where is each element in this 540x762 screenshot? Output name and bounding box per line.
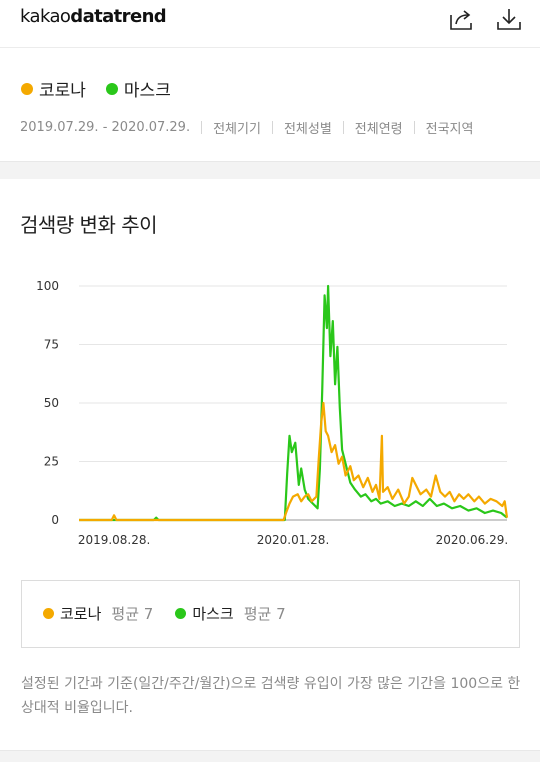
series-line-mask[interactable]	[79, 284, 508, 522]
average-legend: 코로나 평균 7 마스크 평균 7	[43, 603, 308, 624]
chart-grid	[79, 285, 507, 521]
y-tick-label: 50	[44, 396, 59, 410]
divider	[342, 121, 344, 134]
device-filter[interactable]: 전체기기	[213, 122, 261, 137]
y-tick-label: 0	[51, 513, 59, 527]
divider	[271, 121, 273, 134]
chart-series	[79, 284, 509, 522]
chart-section	[0, 179, 540, 762]
avg-mask-value: 평균 7	[243, 605, 286, 623]
keyword-legend: 코로나 마스크	[21, 76, 191, 101]
y-tick-label: 75	[44, 338, 59, 352]
chart-title: 검색량 변화 추이	[20, 213, 158, 237]
gender-filter[interactable]: 전체성별	[283, 122, 332, 137]
keyword-mask-dot	[105, 82, 118, 95]
divider	[413, 121, 415, 134]
avg-corona-label: 코로나	[60, 605, 102, 623]
section-gap-bottom	[0, 750, 540, 762]
download-icon[interactable]	[496, 6, 522, 32]
keyword-corona-dot	[21, 82, 33, 95]
section-gap	[0, 161, 540, 179]
share-icon[interactable]	[448, 6, 474, 32]
avg-corona-dot	[43, 608, 54, 619]
x-tick-label: 2019.08.28.	[78, 533, 151, 547]
kakao-datatrend-logo[interactable]: kakaodatatrend	[20, 6, 167, 27]
avg-corona-value: 평균 7	[111, 605, 154, 623]
keyword-mask[interactable]: 마스크	[105, 76, 171, 101]
keyword-corona-label: 코로나	[39, 81, 86, 101]
region-filter[interactable]: 전국지역	[425, 122, 474, 137]
avg-mask-dot	[175, 608, 187, 619]
filter-panel	[0, 49, 540, 161]
avg-mask-label: 마스크	[192, 605, 234, 623]
average-legend-box: 코로나 평균 7 마스크 평균 7	[21, 580, 520, 648]
x-tick-label: 2020.06.29.	[436, 533, 509, 547]
keyword-corona[interactable]: 코로나	[21, 76, 86, 101]
chart-description: 설정된 기간과 기준(일간/주간/월간)으로 검색량 유입이 가장 많은 기간을…	[21, 676, 521, 716]
filter-options: 2019.07.29. - 2020.07.29. 전체기기 전체성별 전체연령…	[20, 118, 473, 137]
period-filter[interactable]: 2019.07.29. - 2020.07.29.	[20, 120, 191, 135]
x-axis-ticks: 2019.08.28. 2020.01.28. 2020.06.29.	[78, 533, 508, 547]
y-tick-label: 25	[44, 455, 59, 469]
y-tick-label: 100	[36, 279, 59, 293]
trend-line-chart[interactable]: 0 25 50 75 100 2019.08.28. 2020.01.28. 2020.06…	[0, 270, 540, 560]
x-tick-label: 2020.01.28.	[257, 533, 330, 547]
y-axis-ticks: 0 25 50 75 100	[36, 279, 59, 527]
age-filter[interactable]: 전체연령	[354, 122, 403, 137]
series-line-corona[interactable]	[79, 401, 509, 522]
keyword-mask-label: 마스크	[123, 81, 171, 101]
divider	[201, 121, 203, 134]
app-header: kakaodatatrend	[0, 0, 540, 48]
